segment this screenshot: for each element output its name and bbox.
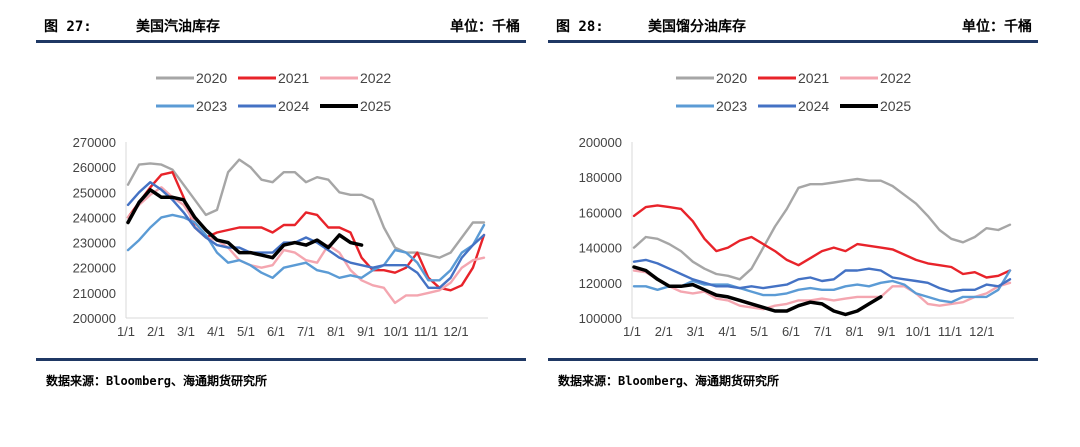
figure-header: 图 28: 美国馏分油库存 单位：千桶	[548, 14, 1038, 38]
chart-panel-gasoline: 图 27: 美国汽油库存 单位：千桶 2020 2021 2022 2023 2024 2…	[36, 0, 526, 447]
x-tick-label: 6/1	[782, 324, 800, 339]
data-source: 数据来源：Bloomberg、海通期货研究所	[46, 374, 268, 388]
series-line-2023	[632, 269, 1012, 304]
legend-label-2024: 2024	[278, 98, 309, 114]
x-tick-label: 10/1	[906, 324, 931, 339]
y-tick-label: 160000	[579, 205, 622, 220]
x-tick-label: 5/1	[750, 324, 768, 339]
legend-label-2023: 2023	[716, 98, 747, 114]
data-source: 数据来源：Bloomberg、海通期货研究所	[558, 374, 780, 388]
series-line-2021	[632, 204, 1012, 279]
y-tick-label: 230000	[73, 236, 116, 251]
series-line-2024	[632, 258, 1012, 293]
y-tick-label: 100000	[579, 311, 622, 326]
x-tick-label: 10/1	[383, 324, 408, 339]
legend-label-2025: 2025	[880, 98, 911, 114]
y-tick-label: 180000	[579, 170, 622, 185]
y-tick-label: 210000	[73, 286, 116, 301]
x-tick-label: 6/1	[267, 324, 285, 339]
series-line-2022	[126, 186, 486, 305]
legend-label-2022: 2022	[360, 70, 391, 86]
legend-label-2020: 2020	[716, 70, 747, 86]
x-tick-label: 1/1	[623, 324, 641, 339]
header-rule	[36, 40, 526, 43]
legend-label-2024: 2024	[798, 98, 829, 114]
series-line-2021	[126, 171, 486, 292]
figure-number: 图 28:	[556, 19, 604, 35]
footer-rule	[548, 358, 1038, 361]
footer-rule	[36, 358, 526, 361]
x-tick-label: 3/1	[687, 324, 705, 339]
x-tick-label: 12/1	[969, 324, 994, 339]
x-tick-label: 11/1	[938, 324, 962, 339]
legend-label-2022: 2022	[880, 70, 911, 86]
x-tick-label: 2/1	[147, 324, 165, 339]
figure-unit: 单位：千桶	[450, 19, 520, 35]
figure-unit: 单位：千桶	[962, 19, 1032, 35]
x-tick-label: 8/1	[846, 324, 864, 339]
x-tick-label: 3/1	[177, 324, 195, 339]
series-line-2025	[126, 188, 364, 260]
figure-title: 美国汽油库存	[136, 19, 220, 35]
series-line-2020	[632, 177, 1012, 281]
x-tick-label: 7/1	[814, 324, 832, 339]
series-line-2025	[632, 265, 883, 317]
chart-panel-distillate: 图 28: 美国馏分油库存 单位：千桶 2020 2021 2022 2023 2024…	[548, 0, 1038, 447]
x-tick-label: 8/1	[327, 324, 345, 339]
x-tick-label: 11/1	[414, 324, 438, 339]
y-tick-label: 260000	[73, 160, 116, 175]
x-tick-label: 9/1	[877, 324, 895, 339]
y-tick-label: 270000	[73, 135, 116, 150]
x-tick-label: 12/1	[443, 324, 468, 339]
y-tick-label: 200000	[579, 135, 622, 150]
figure-number: 图 27:	[44, 19, 92, 35]
y-tick-label: 120000	[579, 276, 622, 291]
series-line-2020	[126, 158, 486, 259]
series-line-2022	[632, 269, 1012, 311]
y-tick-label: 220000	[73, 261, 116, 276]
x-tick-label: 4/1	[718, 324, 736, 339]
x-tick-label: 9/1	[357, 324, 375, 339]
figure-header: 图 27: 美国汽油库存 单位：千桶	[36, 14, 526, 38]
x-tick-label: 4/1	[207, 324, 225, 339]
series-line-2024	[126, 181, 486, 289]
y-tick-label: 200000	[73, 311, 116, 326]
y-tick-label: 240000	[73, 210, 116, 225]
legend-label-2020: 2020	[196, 70, 227, 86]
series-line-2023	[126, 213, 486, 282]
header-rule	[548, 40, 1038, 43]
x-tick-label: 5/1	[237, 324, 255, 339]
legend-label-2021: 2021	[798, 70, 829, 86]
x-tick-label: 2/1	[655, 324, 673, 339]
legend-label-2021: 2021	[278, 70, 309, 86]
distillate-inventory-chart: 2020 2021 2022 2023 2024 2025 200000 180000 1600…	[579, 70, 1014, 339]
figure-title: 美国馏分油库存	[648, 19, 746, 35]
legend-label-2025: 2025	[360, 98, 391, 114]
y-tick-label: 250000	[73, 185, 116, 200]
legend-label-2023: 2023	[196, 98, 227, 114]
y-tick-label: 140000	[579, 241, 622, 256]
gasoline-inventory-chart: 2020 2021 2022 2023 2024 2025 270000 260000 2500…	[73, 70, 488, 339]
x-tick-label: 7/1	[297, 324, 315, 339]
x-tick-label: 1/1	[117, 324, 135, 339]
